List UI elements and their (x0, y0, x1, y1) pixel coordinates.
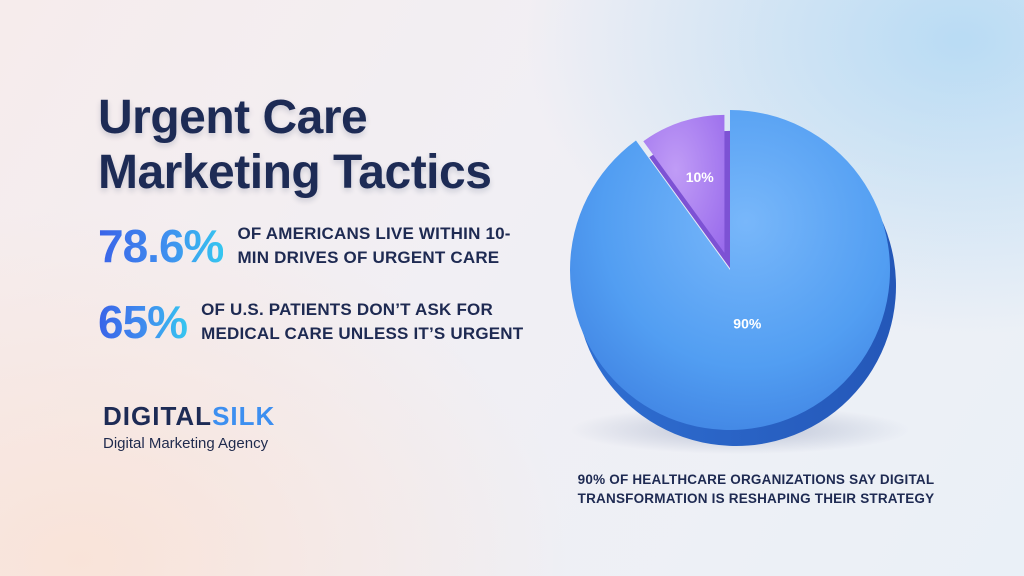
chart-caption: 90% OF HEALTHCARE ORGANIZATIONS SAY DIGI… (546, 470, 966, 508)
stat-patients-urgent: 65% OF U.S. PATIENTS DON’T ASK FOR MEDIC… (98, 298, 523, 346)
stat-value: 65% (98, 296, 188, 348)
stat-description-line-2: MIN DRIVES OF URGENT CARE (237, 248, 500, 267)
pie-label-90pct: 90% (733, 315, 762, 331)
caption-line-1: 90% OF HEALTHCARE ORGANIZATIONS SAY DIGI… (577, 472, 935, 487)
caption-line-2: TRANSFORMATION IS RESHAPING THEIR STRATE… (577, 491, 935, 506)
stat-description: OF AMERICANS LIVE WITHIN 10- MIN DRIVES … (237, 222, 510, 270)
brand-name-silk: SILK (212, 401, 276, 431)
brand-logo: DIGITALSILK Digital Marketing Agency (103, 403, 275, 452)
brand-name-digital: DIGITAL (103, 401, 213, 431)
brand-tagline: Digital Marketing Agency (103, 435, 269, 452)
page-title: Urgent Care Marketing Tactics (98, 90, 492, 200)
title-line-2: Marketing Tactics (98, 146, 492, 199)
stat-description-line-1: OF U.S. PATIENTS DON’T ASK FOR (201, 300, 493, 319)
pie-slice-10pct (643, 114, 725, 253)
pie-label-10pct: 10% (686, 169, 715, 185)
title-line-1: Urgent Care (98, 91, 368, 144)
brand-name: DIGITALSILK (103, 403, 275, 429)
pie-slice-90pct (570, 110, 890, 431)
stat-description-line-2: MEDICAL CARE UNLESS IT’S URGENT (201, 324, 524, 343)
stat-americans-drive: 78.6% OF AMERICANS LIVE WITHIN 10- MIN D… (98, 222, 511, 270)
stat-value: 78.6% (98, 220, 224, 272)
pie-chart: 10% 90% (570, 110, 910, 454)
stat-description: OF U.S. PATIENTS DON’T ASK FOR MEDICAL C… (201, 298, 523, 346)
stat-description-line-1: OF AMERICANS LIVE WITHIN 10- (237, 224, 511, 243)
